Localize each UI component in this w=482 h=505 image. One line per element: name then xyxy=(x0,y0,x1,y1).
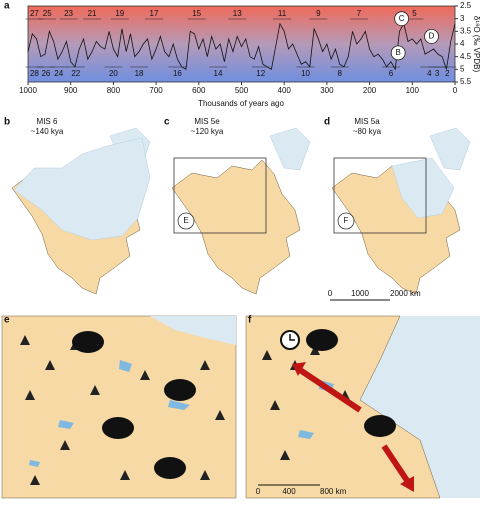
scale-label: 400 xyxy=(282,487,296,496)
ice-sheet xyxy=(391,157,455,219)
y-tick-label: 3 xyxy=(460,14,465,23)
inset-marker xyxy=(337,212,355,230)
marker-circle xyxy=(390,45,406,61)
y-tick-label: 4 xyxy=(460,39,465,48)
scale-label: 1000 xyxy=(351,289,369,298)
map-title: MIS 6 xyxy=(37,117,58,126)
stage-label: 22 xyxy=(71,69,80,78)
y-tick-label: 4.5 xyxy=(460,52,472,61)
x-tick-label: 1000 xyxy=(19,86,37,95)
x-tick-label: 600 xyxy=(192,86,206,95)
map-b xyxy=(11,127,151,295)
map-subtitle: ~80 kya xyxy=(353,127,382,136)
x-tick-label: 200 xyxy=(363,86,377,95)
inset-label: E xyxy=(183,216,188,225)
stage-label: 12 xyxy=(256,69,265,78)
y-tick-label: 5.5 xyxy=(460,77,472,86)
x-tick-label: 900 xyxy=(64,86,78,95)
inset-box xyxy=(173,157,267,234)
scale-label: 0 xyxy=(328,289,333,298)
stage-label: 16 xyxy=(173,69,182,78)
series-line xyxy=(27,22,456,71)
map-title: MIS 5e xyxy=(194,117,220,126)
stage-label: 4 xyxy=(427,69,432,78)
stage-label: 17 xyxy=(150,9,159,18)
stage-label: 18 xyxy=(135,69,144,78)
scale-label: 800 km xyxy=(320,487,347,496)
y-tick-label: 5 xyxy=(460,64,465,73)
inset-box xyxy=(333,157,427,234)
stage-label: 25 xyxy=(43,9,52,18)
stage-label: 2 xyxy=(445,69,450,78)
panel-letter: c xyxy=(164,117,170,128)
stage-label: 20 xyxy=(109,69,118,78)
panel-letter: e xyxy=(4,315,10,326)
map-subtitle: ~120 kya xyxy=(191,127,224,136)
stage-label: 10 xyxy=(301,69,310,78)
stage-label: 7 xyxy=(357,9,362,18)
marker-circle xyxy=(394,11,410,27)
stage-label: 9 xyxy=(316,9,321,18)
x-axis-label: Thousands of years ago xyxy=(198,99,284,108)
scale-label: 0 xyxy=(256,487,261,496)
stage-label: 21 xyxy=(88,9,97,18)
stage-label: 26 xyxy=(41,69,50,78)
stage-label: 5 xyxy=(412,9,417,18)
map-d xyxy=(331,127,471,295)
marker-label: D xyxy=(429,32,435,41)
x-tick-label: 800 xyxy=(107,86,121,95)
panel-letter: d xyxy=(324,117,330,128)
y-axis-label: δ¹⁸O (‰ VPDB) xyxy=(472,16,481,73)
stage-label: 6 xyxy=(389,69,394,78)
ice-sheet xyxy=(13,137,151,241)
stage-label: 23 xyxy=(64,9,73,18)
stage-label: 13 xyxy=(233,9,242,18)
map-title: MIS 5a xyxy=(354,117,380,126)
migration-arrow xyxy=(298,367,362,413)
marker-label: C xyxy=(399,14,405,23)
stage-label: 14 xyxy=(214,69,223,78)
stage-label: 3 xyxy=(435,69,440,78)
marker-circle xyxy=(424,29,439,44)
map-f xyxy=(245,315,480,499)
map-c xyxy=(171,127,311,295)
y-tick-label: 2.5 xyxy=(460,1,472,10)
plot-background xyxy=(28,6,455,82)
stage-label: 27 xyxy=(30,9,39,18)
inset-marker xyxy=(177,212,195,230)
marker-label: B xyxy=(396,48,401,57)
stage-label: 8 xyxy=(337,69,342,78)
stage-label: 24 xyxy=(54,69,63,78)
x-tick-label: 400 xyxy=(278,86,292,95)
map-e xyxy=(1,315,237,499)
map-subtitle: ~140 kya xyxy=(31,127,64,136)
x-tick-label: 700 xyxy=(149,86,163,95)
y-tick-label: 3.5 xyxy=(460,26,472,35)
inset-label: F xyxy=(344,216,349,225)
stage-label: 28 xyxy=(30,69,39,78)
x-tick-label: 100 xyxy=(406,86,420,95)
x-tick-label: 500 xyxy=(235,86,249,95)
scale-label: 2000 km xyxy=(390,289,421,298)
panel-letter: b xyxy=(4,117,10,128)
panel-letter: f xyxy=(248,315,252,326)
x-tick-label: 300 xyxy=(320,86,334,95)
x-tick-label: 0 xyxy=(453,86,458,95)
panel-letter: a xyxy=(4,1,10,12)
stage-label: 11 xyxy=(278,9,287,18)
stage-label: 15 xyxy=(192,9,201,18)
migration-arrow xyxy=(381,444,411,484)
stage-label: 19 xyxy=(115,9,124,18)
